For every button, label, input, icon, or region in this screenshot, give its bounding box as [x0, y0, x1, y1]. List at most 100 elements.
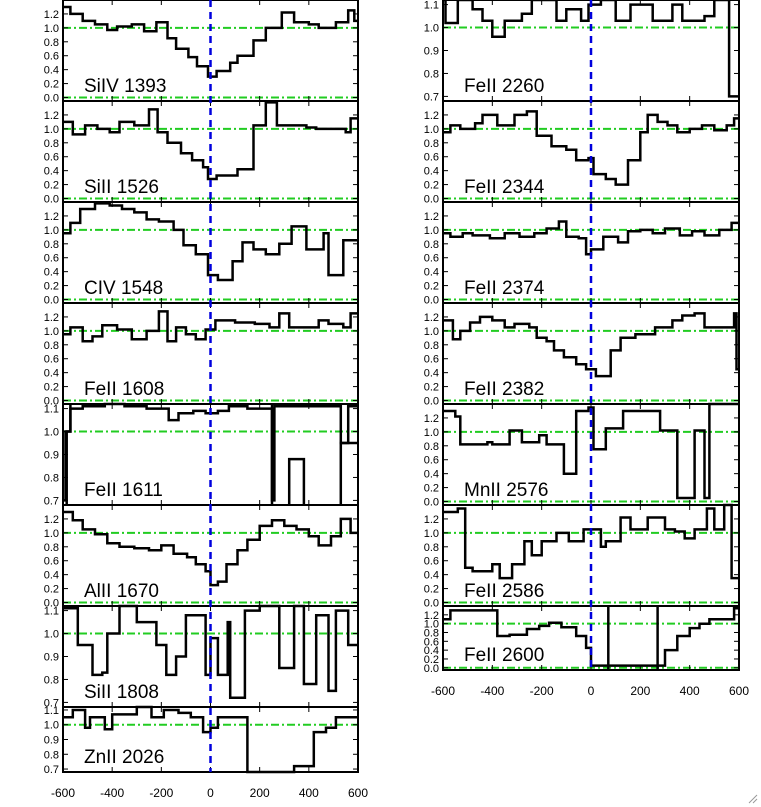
y-tick-label: 0.8: [44, 239, 59, 251]
y-tick-label: 0.4: [424, 166, 439, 178]
spectrum-trace: [443, 503, 739, 580]
y-tick-label: 0.0: [424, 396, 439, 408]
y-tick-label: 0.4: [424, 368, 439, 380]
x-tick-label: 0: [588, 684, 595, 698]
panel-label: FeII 2600: [464, 645, 544, 666]
y-tick-label: 0.2: [424, 281, 439, 293]
y-tick-label: 1.2: [424, 110, 439, 122]
panel-label: SiII 1526: [84, 177, 159, 198]
panel-label: ZnII 2026: [84, 747, 164, 768]
y-tick-label: 1.0: [44, 23, 59, 35]
spectrum-trace: [443, 402, 739, 500]
panel-label: FeII 2344: [464, 177, 545, 198]
x-tick-label: -600: [431, 684, 455, 698]
panel-label: FeII 1611: [84, 480, 163, 501]
panel-feii-1608: 0.0 0.2 0.4 0.6 0.8 1.0 1.2 FeII 1608: [44, 302, 359, 408]
y-tick-label: 0.0: [424, 194, 439, 206]
y-tick-label: 1.2: [424, 413, 439, 425]
x-tick-label: 400: [299, 786, 319, 800]
y-tick-label: 1.0: [44, 720, 59, 732]
y-tick-label: 0.2: [424, 584, 439, 596]
y-tick-label: 1.2: [424, 312, 439, 324]
panel-label: AlII 1670: [84, 581, 159, 602]
y-tick-label: 0.2: [424, 483, 439, 495]
spectrum-trace: [443, 312, 739, 378]
y-tick-label: 0.8: [424, 340, 439, 352]
y-tick-label: 1.2: [424, 211, 439, 223]
y-tick-label: 0.4: [44, 570, 59, 582]
y-tick-label: 0.4: [424, 645, 439, 657]
panel-feii-1611: 0.7 0.8 0.9 1.0 1.1 FeII 1611: [44, 402, 359, 507]
panel-feii-2382: 0.0 0.2 0.4 0.6 0.8 1.0 1.2 FeII 2382: [424, 302, 740, 408]
y-tick-label: 0.7: [44, 495, 59, 507]
y-tick-label: 0.6: [424, 556, 439, 568]
y-tick-label: 0.9: [44, 450, 59, 462]
y-tick-label: 0.8: [44, 674, 59, 686]
y-tick-label: 1.0: [424, 124, 439, 136]
y-tick-label: 0.7: [44, 764, 59, 776]
y-tick-label: 0.4: [44, 267, 59, 279]
spectrum-trace: [443, 110, 739, 186]
spectrum-trace: [63, 402, 358, 502]
y-tick-label: 0.6: [424, 455, 439, 467]
x-tick-label: 600: [348, 786, 368, 800]
y-tick-label: 0.4: [424, 267, 439, 279]
y-tick-label: 0.2: [44, 79, 59, 91]
y-tick-label: 1.2: [44, 312, 59, 324]
y-tick-label: 1.1: [44, 705, 59, 717]
x-tick-label: -400: [480, 684, 504, 698]
y-tick-label: 0.2: [424, 382, 439, 394]
spectrum-trace: [63, 705, 358, 774]
panel-label: SiII 1808: [84, 682, 159, 703]
panel-label: FeII 2382: [464, 379, 544, 400]
y-tick-label: 0.8: [424, 68, 439, 80]
y-tick-label: 0.6: [44, 253, 59, 265]
panel-civ-1548: 0.0 0.2 0.4 0.6 0.8 1.0 1.2 CIV 1548: [44, 201, 359, 307]
panel-feii-2586: 0.0 0.2 0.4 0.6 0.8 1.0 1.2 FeII 2586: [424, 503, 740, 610]
spectrum-trace: [63, 604, 358, 700]
y-tick-label: 0.2: [44, 382, 59, 394]
panel-siiv-1393: 0.0 0.2 0.4 0.6 0.8 1.0 1.2 SiIV 1393: [44, 0, 359, 105]
spectrum-trace: [63, 510, 358, 587]
panel-mnii-2576: 0.0 0.2 0.4 0.6 0.8 1.0 1.2 MnII 2576: [424, 402, 740, 509]
y-tick-label: 0.6: [424, 152, 439, 164]
y-tick-label: 0.6: [44, 354, 59, 366]
y-tick-label: 1.0: [424, 427, 439, 439]
y-tick-label: 0.4: [44, 65, 59, 77]
x-tick-label: 200: [250, 786, 270, 800]
y-tick-label: 1.2: [44, 514, 59, 526]
y-tick-label: 0.0: [44, 295, 59, 307]
spectrum-trace: [63, 101, 358, 181]
y-tick-label: 1.0: [44, 427, 59, 439]
panel-feii-2374: 0.0 0.2 0.4 0.6 0.8 1.0 1.2 FeII 2374: [424, 201, 740, 307]
y-tick-label: 0.4: [44, 166, 59, 178]
y-tick-label: 0.0: [424, 497, 439, 509]
y-tick-label: 0.8: [424, 239, 439, 251]
y-tick-label: 0.2: [424, 180, 439, 192]
y-tick-label: 0.8: [44, 472, 59, 484]
x-tick-label: -600: [51, 786, 75, 800]
resize-grip-icon[interactable]: [746, 792, 758, 804]
y-tick-label: 0.6: [44, 556, 59, 568]
y-tick-label: 0.2: [424, 654, 439, 666]
y-tick-label: 1.1: [44, 404, 59, 416]
y-tick-label: 1.0: [44, 629, 59, 641]
y-tick-label: 1.2: [44, 211, 59, 223]
spectrum-segment-3: [65, 404, 72, 505]
y-tick-label: 0.0: [424, 295, 439, 307]
spectrum-segment-2: [339, 441, 358, 505]
panel-znii-2026: 0.7 0.8 0.9 1.0 1.1 ZnII 2026: [44, 705, 359, 776]
y-tick-label: 0.0: [424, 598, 439, 610]
y-tick-label: 0.6: [424, 354, 439, 366]
y-tick-label: 1.2: [424, 514, 439, 526]
x-tick-label: 200: [630, 684, 650, 698]
y-tick-label: 0.0: [44, 93, 59, 105]
spectrum-trace: [63, 202, 358, 282]
y-tick-label: 0.8: [424, 627, 439, 639]
y-tick-label: 1.0: [424, 23, 439, 35]
y-tick-label: 0.6: [424, 636, 439, 648]
y-tick-label: 0.4: [424, 469, 439, 481]
y-tick-label: 0.6: [44, 152, 59, 164]
x-tick-label: 600: [729, 684, 749, 698]
